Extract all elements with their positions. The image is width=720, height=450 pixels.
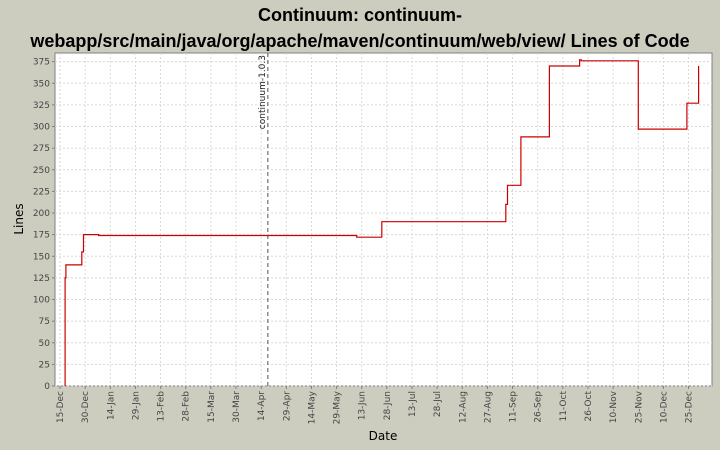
x-tick-label: 29-Apr [282, 391, 292, 421]
x-tick-label: 11-Oct [559, 391, 569, 422]
x-axis-label: Date [369, 429, 398, 443]
x-tick-label: 28-Jun [383, 391, 393, 420]
y-tick-label: 300 [33, 123, 50, 133]
x-tick-label: 28-Jul [433, 391, 443, 417]
chart-title: Continuum: continuum- webapp/src/main/ja… [0, 2, 720, 54]
release-marker-label: continuum-1.0.3 [258, 55, 268, 129]
x-tick-label: 10-Nov [609, 390, 619, 423]
y-tick-label: 225 [33, 187, 50, 197]
y-tick-label: 25 [39, 360, 50, 370]
y-tick-label: 75 [39, 317, 50, 327]
x-tick-label: 13-Feb [157, 391, 167, 422]
x-tick-label: 13-Jul [408, 391, 418, 417]
x-tick-label: 14-May [307, 390, 317, 424]
y-tick-label: 275 [33, 144, 50, 154]
x-tick-label: 30-Mar [232, 391, 242, 423]
x-axis-ticks: 15-Dec 30-Dec 14-Jan 29-Jan 13-Feb 28-Feb 15-M… [56, 386, 695, 424]
x-tick-label: 30-Dec [81, 391, 91, 423]
y-tick-label: 250 [33, 166, 50, 176]
x-tick-label: 26-Sep [534, 391, 544, 423]
marker-layer: continuum-1.0.3 [258, 53, 269, 386]
y-tick-label: 125 [33, 274, 50, 284]
grid-lines [55, 53, 712, 387]
plot-area [54, 52, 713, 387]
x-tick-label: 15-Mar [207, 391, 217, 423]
x-tick-label: 27-Aug [483, 391, 493, 423]
x-tick-label: 15-Dec [56, 391, 66, 423]
chart-title-line-2: webapp/src/main/java/org/apache/maven/co… [30, 31, 690, 51]
y-tick-label: 375 [33, 58, 50, 68]
x-tick-label: 10-Dec [659, 391, 669, 423]
series-line [64, 59, 700, 386]
y-axis-ticks: 0 25 50 75 100 125 150 175 200 225 250 275 300 325 350… [33, 58, 55, 392]
y-tick-label: 150 [33, 252, 50, 262]
chart-title-line-1: Continuum: continuum- [258, 5, 462, 25]
x-tick-label: 26-Oct [584, 391, 594, 422]
x-tick-label: 25-Nov [634, 390, 644, 423]
x-tick-label: 28-Feb [182, 391, 192, 422]
x-tick-label: 12-Aug [458, 391, 468, 423]
x-tick-label: 25-Dec [685, 391, 695, 423]
x-tick-label: 11-Sep [509, 391, 519, 423]
y-tick-label: 200 [33, 209, 50, 219]
y-tick-label: 50 [39, 339, 51, 349]
y-tick-label: 175 [33, 231, 50, 241]
series-layer [64, 59, 700, 386]
y-axis-label: Lines [12, 203, 26, 234]
x-tick-label: 13-Jun [358, 391, 368, 420]
x-tick-label: 14-Jan [106, 391, 116, 420]
y-tick-label: 0 [44, 382, 50, 392]
x-tick-label: 29-May [333, 390, 343, 424]
x-tick-label: 29-Jan [131, 391, 141, 420]
x-tick-label: 14-Apr [257, 391, 267, 421]
y-tick-label: 350 [33, 79, 50, 89]
y-tick-label: 325 [33, 101, 50, 111]
y-tick-label: 100 [33, 296, 50, 306]
